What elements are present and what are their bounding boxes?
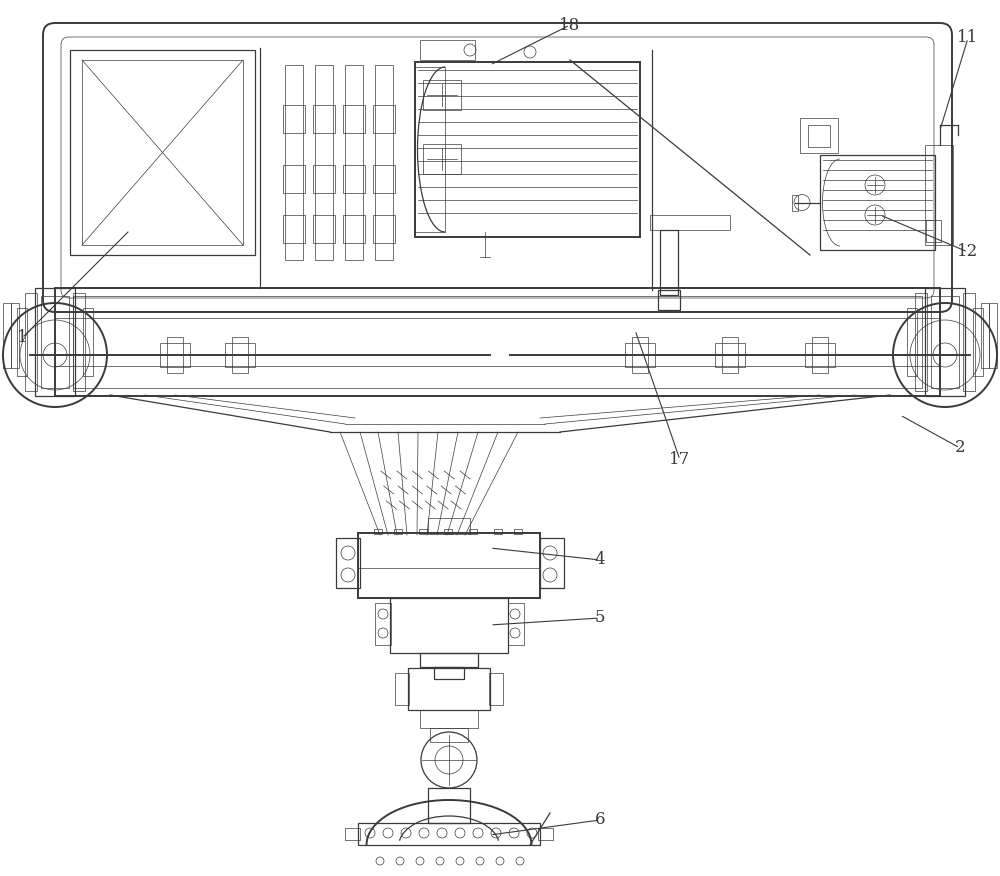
Bar xyxy=(428,788,470,823)
Bar xyxy=(632,337,648,373)
Bar xyxy=(373,165,395,193)
Bar xyxy=(41,296,69,388)
Bar xyxy=(419,529,427,534)
Bar xyxy=(55,288,940,396)
Bar xyxy=(343,215,365,243)
Bar xyxy=(415,62,640,237)
Text: 4: 4 xyxy=(595,552,605,569)
Bar xyxy=(625,343,655,367)
Bar xyxy=(336,538,360,588)
Text: 5: 5 xyxy=(595,610,605,626)
Bar xyxy=(808,125,830,147)
Bar xyxy=(650,215,730,230)
Bar xyxy=(232,337,248,373)
Bar xyxy=(925,288,965,396)
Bar xyxy=(313,215,335,243)
Bar xyxy=(70,50,255,255)
Bar xyxy=(358,823,540,845)
Bar xyxy=(434,667,464,679)
Bar xyxy=(160,343,190,367)
Bar xyxy=(925,145,953,245)
Bar xyxy=(375,65,393,260)
Bar xyxy=(428,518,470,534)
Bar xyxy=(283,165,305,193)
Bar xyxy=(514,529,522,534)
Bar xyxy=(73,296,922,388)
Bar xyxy=(973,308,983,376)
Text: 18: 18 xyxy=(559,17,581,33)
Bar xyxy=(313,165,335,193)
Bar xyxy=(35,288,75,396)
Bar xyxy=(415,67,445,232)
Bar xyxy=(489,673,503,705)
Bar xyxy=(394,529,402,534)
Bar xyxy=(167,337,183,373)
Bar xyxy=(420,653,478,667)
Bar xyxy=(315,65,333,260)
Bar xyxy=(283,215,305,243)
Bar xyxy=(722,337,738,373)
Bar xyxy=(931,296,959,388)
Bar xyxy=(538,828,553,840)
Text: 2: 2 xyxy=(955,440,965,456)
Bar xyxy=(658,290,680,310)
Bar xyxy=(469,529,477,534)
Bar xyxy=(820,155,935,250)
Bar xyxy=(444,529,452,534)
Bar xyxy=(395,673,409,705)
Bar xyxy=(345,828,360,840)
Bar xyxy=(283,105,305,133)
Bar xyxy=(494,529,502,534)
Bar xyxy=(345,65,363,260)
Bar xyxy=(926,220,941,242)
Bar xyxy=(915,293,927,391)
Bar xyxy=(800,118,838,153)
Bar xyxy=(73,293,85,391)
Bar xyxy=(423,80,461,110)
Bar xyxy=(812,337,828,373)
Bar xyxy=(225,343,255,367)
Bar xyxy=(420,40,475,60)
Bar xyxy=(981,303,989,368)
Bar xyxy=(343,105,365,133)
Bar xyxy=(17,308,27,376)
Bar xyxy=(805,343,835,367)
Text: 6: 6 xyxy=(595,811,605,829)
Bar xyxy=(11,303,19,368)
Bar xyxy=(963,293,975,391)
Text: 11: 11 xyxy=(957,30,979,46)
Bar xyxy=(375,603,391,645)
Bar xyxy=(374,529,382,534)
Bar xyxy=(660,230,678,295)
Bar xyxy=(408,668,490,710)
Bar xyxy=(907,308,917,376)
Bar xyxy=(25,293,37,391)
Bar xyxy=(430,728,468,742)
Bar xyxy=(83,308,93,376)
Bar xyxy=(373,215,395,243)
Bar xyxy=(989,303,997,368)
Bar xyxy=(792,194,798,210)
Bar xyxy=(508,603,524,645)
Text: 17: 17 xyxy=(669,451,691,469)
Bar xyxy=(358,533,540,598)
Bar xyxy=(82,60,243,245)
Text: 1: 1 xyxy=(17,329,27,347)
Bar xyxy=(343,165,365,193)
Bar xyxy=(373,105,395,133)
Bar xyxy=(420,710,478,728)
Bar xyxy=(285,65,303,260)
Bar xyxy=(390,598,508,653)
Bar xyxy=(715,343,745,367)
Text: 12: 12 xyxy=(957,244,979,260)
Bar xyxy=(423,144,461,174)
Bar xyxy=(540,538,564,588)
Bar xyxy=(3,303,11,368)
Bar xyxy=(313,105,335,133)
